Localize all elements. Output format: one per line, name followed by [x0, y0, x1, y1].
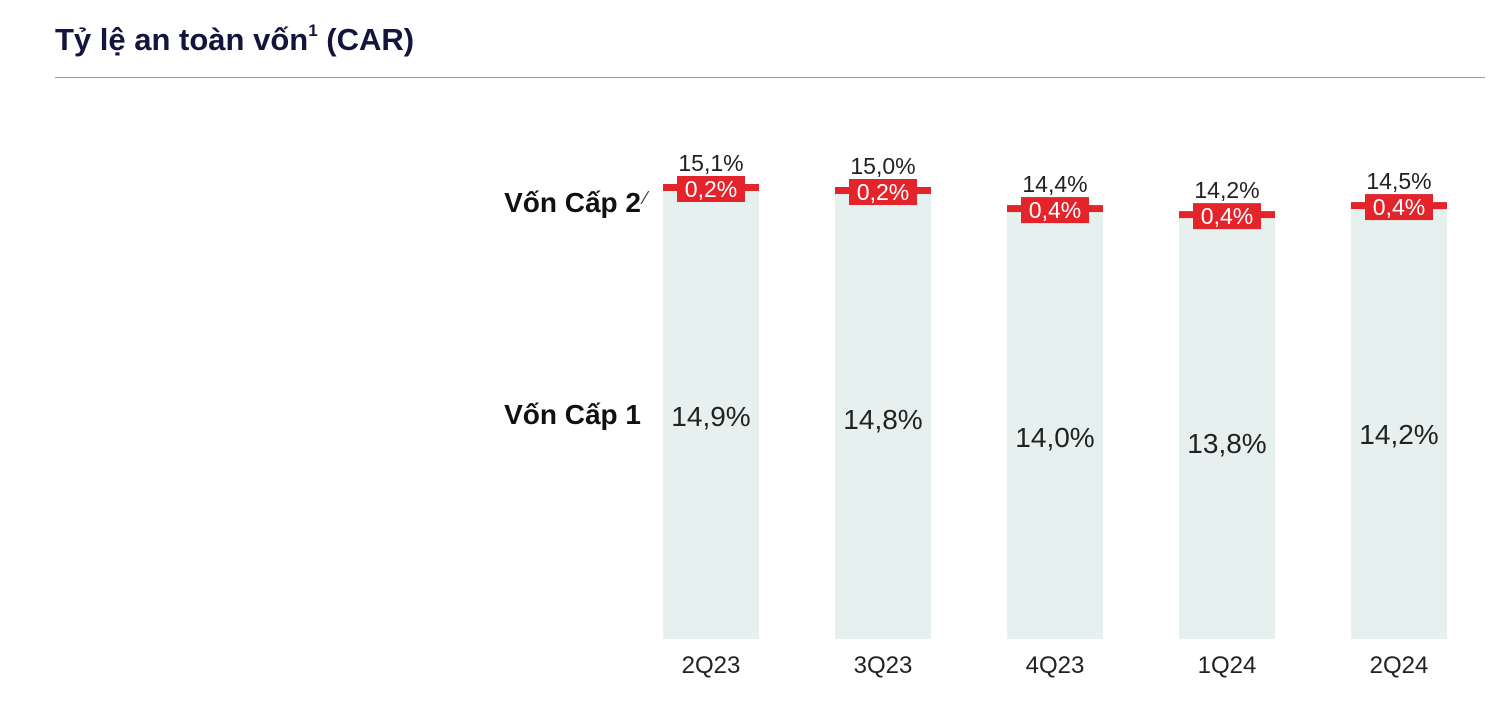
- title-divider: [55, 77, 1485, 78]
- total-value-label-3Q23: 15,0%: [850, 153, 915, 179]
- x-tick-label-2Q23: 2Q23: [682, 652, 741, 679]
- x-tick-label-4Q23: 4Q23: [1026, 652, 1085, 679]
- total-value-label-4Q23: 14,4%: [1022, 171, 1087, 197]
- title-superscript: 1: [308, 20, 318, 40]
- series-label-tier2: Vốn Cấp 2: [504, 187, 641, 218]
- tier1-value-label-3Q23: 14,8%: [843, 404, 922, 435]
- tier1-value-label-1Q24: 13,8%: [1187, 428, 1266, 459]
- tier2-value-label-1Q24: 0,4%: [1201, 203, 1253, 229]
- series-label-tier1: Vốn Cấp 1: [504, 399, 641, 430]
- tier2-label-box-3Q23: [849, 179, 917, 206]
- tier2-label-box-4Q23: [1021, 197, 1089, 224]
- tier2-value-label-2Q23: 0,2%: [685, 176, 737, 202]
- tier2-label-box-1Q24: [1193, 203, 1261, 230]
- bar-tier1-1Q24: [1179, 211, 1275, 639]
- tier2-value-label-2Q24: 0,4%: [1373, 194, 1425, 220]
- series-label-tier2-mark: ⁄: [640, 188, 650, 208]
- bar-tier1-3Q23: [835, 187, 931, 639]
- x-tick-label-1Q24: 1Q24: [1198, 652, 1257, 679]
- x-tick-label-3Q23: 3Q23: [854, 652, 913, 679]
- tier2-label-box-2Q24: [1365, 194, 1433, 221]
- page-title: Tỷ lệ an toàn vốn1 (CAR): [55, 20, 415, 57]
- total-value-label-1Q24: 14,2%: [1194, 177, 1259, 203]
- x-tick-label-2Q24: 2Q24: [1370, 652, 1429, 679]
- tier1-value-label-2Q23: 14,9%: [671, 401, 750, 432]
- tier2-value-label-4Q23: 0,4%: [1029, 197, 1081, 223]
- tier1-value-label-2Q24: 14,2%: [1359, 419, 1438, 450]
- tier2-value-label-3Q23: 0,2%: [857, 179, 909, 205]
- tier1-value-label-4Q23: 14,0%: [1015, 422, 1094, 453]
- bar-tier1-4Q23: [1007, 205, 1103, 639]
- total-value-label-2Q23: 15,1%: [678, 150, 743, 176]
- bar-tier1-2Q24: [1351, 202, 1447, 639]
- title-text: Tỷ lệ an toàn vốn: [55, 22, 309, 57]
- tier2-label-box-2Q23: [677, 176, 745, 202]
- bar-tier1-2Q23: [663, 184, 759, 639]
- total-value-label-2Q24: 14,5%: [1366, 168, 1431, 194]
